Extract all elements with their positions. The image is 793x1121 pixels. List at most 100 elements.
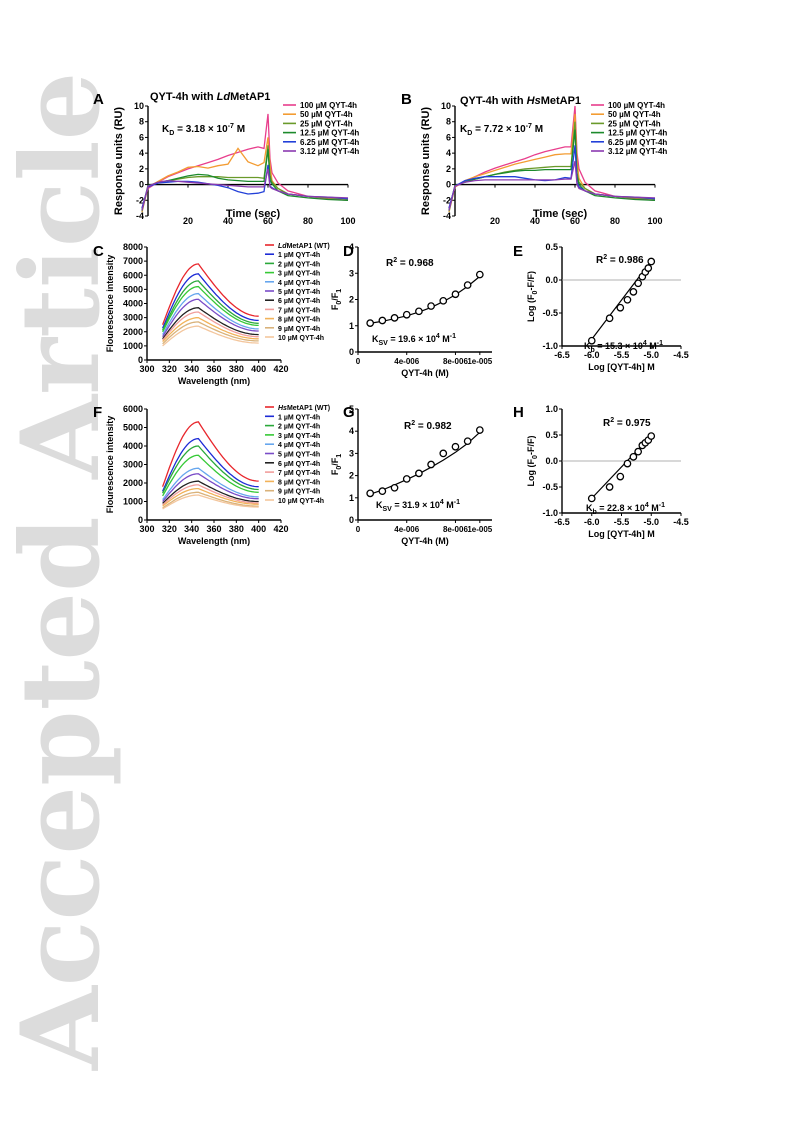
y-tick-label: 4 bbox=[139, 148, 144, 158]
y-tick-label: 4000 bbox=[123, 299, 143, 309]
panel-d-ksv: KSV = 19.6 × 104 M-1 bbox=[372, 333, 456, 347]
data-point bbox=[415, 469, 423, 478]
x-tick-label: 320 bbox=[162, 524, 177, 534]
x-tick-label: 40 bbox=[530, 216, 540, 226]
y-tick-label: 5000 bbox=[123, 284, 143, 294]
chart-g: 0 1 2 3 4 5 0 4e-006 8e-006 1e-005 QYT-4h (M) F0/F1 bbox=[330, 404, 493, 546]
y-tick-label: 0 bbox=[138, 355, 143, 365]
data-point bbox=[616, 472, 625, 481]
data-point bbox=[439, 449, 448, 458]
y-tick-label: -0.5 bbox=[542, 308, 558, 318]
panel-f: F 0 1000 2000 3000 4000 5000 6000 300 320 340 360 3… bbox=[93, 404, 330, 546]
x-tick-label: 80 bbox=[303, 216, 313, 226]
panel-label-f: F bbox=[93, 404, 102, 421]
y-tick-label: 4000 bbox=[123, 441, 143, 451]
legend-entry: 2 µM QYT-4h bbox=[278, 261, 320, 268]
y-tick-label: 6000 bbox=[123, 270, 143, 280]
panel-label-g: G bbox=[343, 404, 355, 421]
x-axis-label: Wavelength (nm) bbox=[178, 536, 250, 546]
data-point bbox=[439, 296, 448, 305]
chart-c: 0 1000 2000 3000 4000 5000 6000 7000 8000 300 320 3… bbox=[105, 242, 330, 386]
y-axis-label: F0/F1 bbox=[330, 289, 343, 310]
panel-d: D 0 1 2 3 4 0 4e-006 8e-006 1e-005 QYT-4h (M) F0/F… bbox=[330, 242, 493, 378]
panel-label-e: E bbox=[513, 243, 523, 260]
data-point bbox=[366, 319, 375, 327]
data-point bbox=[402, 310, 411, 319]
x-tick-label: 100 bbox=[340, 216, 355, 226]
x-axis-label: Time (sec) bbox=[226, 208, 281, 220]
x-tick-label: 60 bbox=[570, 216, 580, 226]
x-tick-label: 0 bbox=[356, 357, 361, 366]
data-point bbox=[616, 303, 625, 312]
x-tick-label: 340 bbox=[184, 364, 199, 374]
spectrum-line bbox=[162, 494, 259, 510]
panel-d-r2: R2 = 0.968 bbox=[386, 257, 434, 269]
x-tick-label: 20 bbox=[183, 216, 193, 226]
data-point bbox=[463, 281, 472, 289]
chart-b: -4 -2 0 2 4 6 8 10 20 40 60 80 100 Time (sec) Response… bbox=[420, 101, 667, 226]
data-point bbox=[647, 432, 656, 440]
y-tick-label: 0 bbox=[138, 515, 143, 525]
data-point bbox=[623, 295, 632, 304]
x-tick-label: 340 bbox=[184, 524, 199, 534]
y-tick-label: 10 bbox=[134, 101, 144, 111]
x-tick-label: 1e-005 bbox=[467, 525, 492, 534]
y-tick-label: 10 bbox=[441, 101, 451, 111]
y-tick-label: 3000 bbox=[123, 313, 143, 323]
y-tick-label: -1.0 bbox=[542, 508, 558, 518]
chart-a: -4 -2 0 2 4 6 8 10 20 40 60 80 100 Time (sec) Response… bbox=[113, 101, 359, 226]
legend-entry: 4 µM QYT-4h bbox=[278, 442, 320, 449]
panel-g-ksv: KSV = 31.9 × 104 M-1 bbox=[376, 499, 460, 513]
y-tick-label: 6000 bbox=[123, 404, 143, 414]
legend-entry: 3.12 µM QYT-4h bbox=[608, 147, 667, 156]
x-tick-label: -6.0 bbox=[584, 517, 600, 527]
y-axis-label: Response units (RU) bbox=[420, 107, 432, 216]
legend-entry: 7 µM QYT-4h bbox=[278, 307, 320, 314]
spectrum-line bbox=[162, 321, 259, 345]
panel-label-b: B bbox=[401, 91, 412, 108]
spectrum-line bbox=[162, 437, 259, 492]
y-tick-label: 2 bbox=[446, 164, 451, 174]
panel-b-kd: KD = 7.72 × 10-7 M bbox=[460, 123, 543, 137]
x-tick-label: -5.5 bbox=[614, 517, 630, 527]
y-tick-label: 1000 bbox=[123, 497, 143, 507]
y-axis-label: Flourescence intensity bbox=[105, 255, 115, 353]
spectrum-line bbox=[162, 285, 259, 333]
y-tick-label: -0.5 bbox=[542, 482, 558, 492]
x-tick-label: 300 bbox=[139, 524, 154, 534]
data-point bbox=[366, 489, 375, 498]
spectrum-line bbox=[162, 487, 259, 507]
chart-f: 0 1000 2000 3000 4000 5000 6000 300 320 340 360 380… bbox=[105, 404, 330, 546]
data-point bbox=[587, 336, 596, 345]
y-tick-label: -2 bbox=[443, 195, 451, 205]
spectrum-line bbox=[161, 263, 259, 325]
x-tick-label: 420 bbox=[273, 524, 288, 534]
legend-entry: 5 µM QYT-4h bbox=[278, 452, 320, 459]
x-axis-label: Log [QYT-4h] M bbox=[588, 362, 655, 372]
y-tick-label: 2 bbox=[349, 295, 354, 305]
legend-entry: LdMetAP1 (WT) bbox=[278, 243, 330, 250]
data-point bbox=[634, 447, 643, 456]
x-axis-label: Wavelength (nm) bbox=[178, 376, 250, 386]
spectrum-line bbox=[162, 292, 259, 335]
x-axis-label: Log [QYT-4h] M bbox=[588, 529, 655, 539]
chart-h: -1.0 -0.5 0.0 0.5 1.0 -6.5 -6.0 -5.5 -5.0 -4.5 Log… bbox=[526, 404, 689, 539]
legend-entry: 7 µM QYT-4h bbox=[278, 470, 320, 477]
series-line bbox=[448, 105, 656, 209]
y-tick-label: 0 bbox=[446, 180, 451, 190]
x-tick-label: 400 bbox=[251, 524, 266, 534]
legend-entry: 8 µM QYT-4h bbox=[278, 317, 320, 324]
panel-label-d: D bbox=[343, 243, 354, 260]
data-point bbox=[475, 426, 484, 434]
panel-h: H -1.0 -0.5 0.0 0.5 1.0 -6.5 -6.0 -5.5 -5.0 -4.5 L… bbox=[513, 404, 689, 539]
data-point bbox=[451, 442, 460, 451]
legend-entry: 50 µM QYT-4h bbox=[608, 110, 661, 119]
data-point bbox=[451, 290, 460, 299]
y-tick-label: 2000 bbox=[123, 478, 143, 488]
data-point bbox=[402, 475, 411, 483]
panel-label-h: H bbox=[513, 404, 524, 421]
y-tick-label: 0 bbox=[139, 180, 144, 190]
y-tick-label: 2000 bbox=[123, 327, 143, 337]
